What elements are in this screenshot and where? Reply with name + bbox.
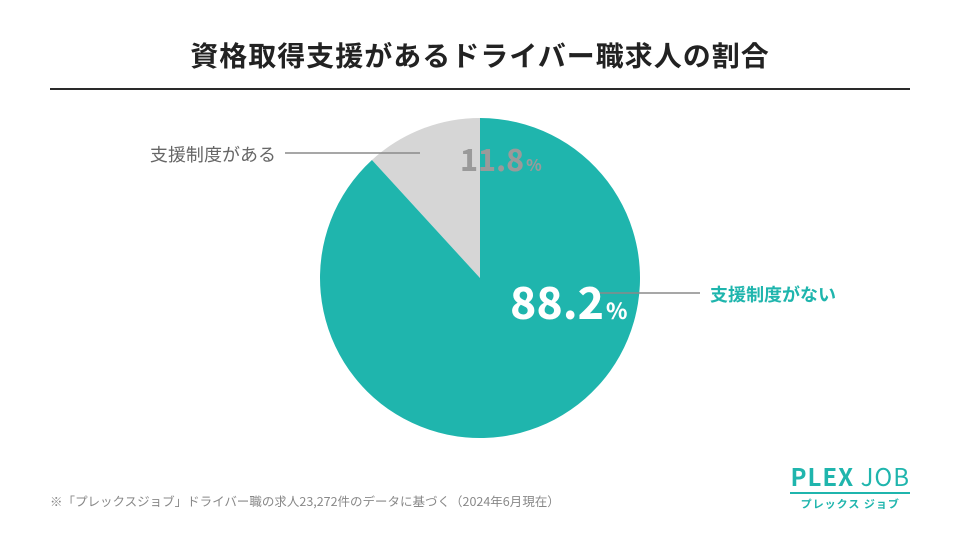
label-has-support: 支援制度がある <box>150 141 276 167</box>
pie-chart: 88.2% 11.8% 支援制度がない 支援制度がある <box>0 108 960 478</box>
title-rule <box>50 88 910 90</box>
brand-subtitle: プレックス ジョブ <box>790 496 910 512</box>
brand-logo: PLEX JOB プレックス ジョブ <box>790 464 910 512</box>
brand-word-2: JOB <box>861 458 910 493</box>
chart-title: 資格取得支援があるドライバー職求人の割合 <box>0 35 960 75</box>
brand-word-1: PLEX <box>790 458 854 493</box>
label-no-support: 支援制度がない <box>710 281 836 307</box>
footnote: ※「プレックスジョブ」ドライバー職の求人23,272件のデータに基づく（2024… <box>50 491 560 510</box>
